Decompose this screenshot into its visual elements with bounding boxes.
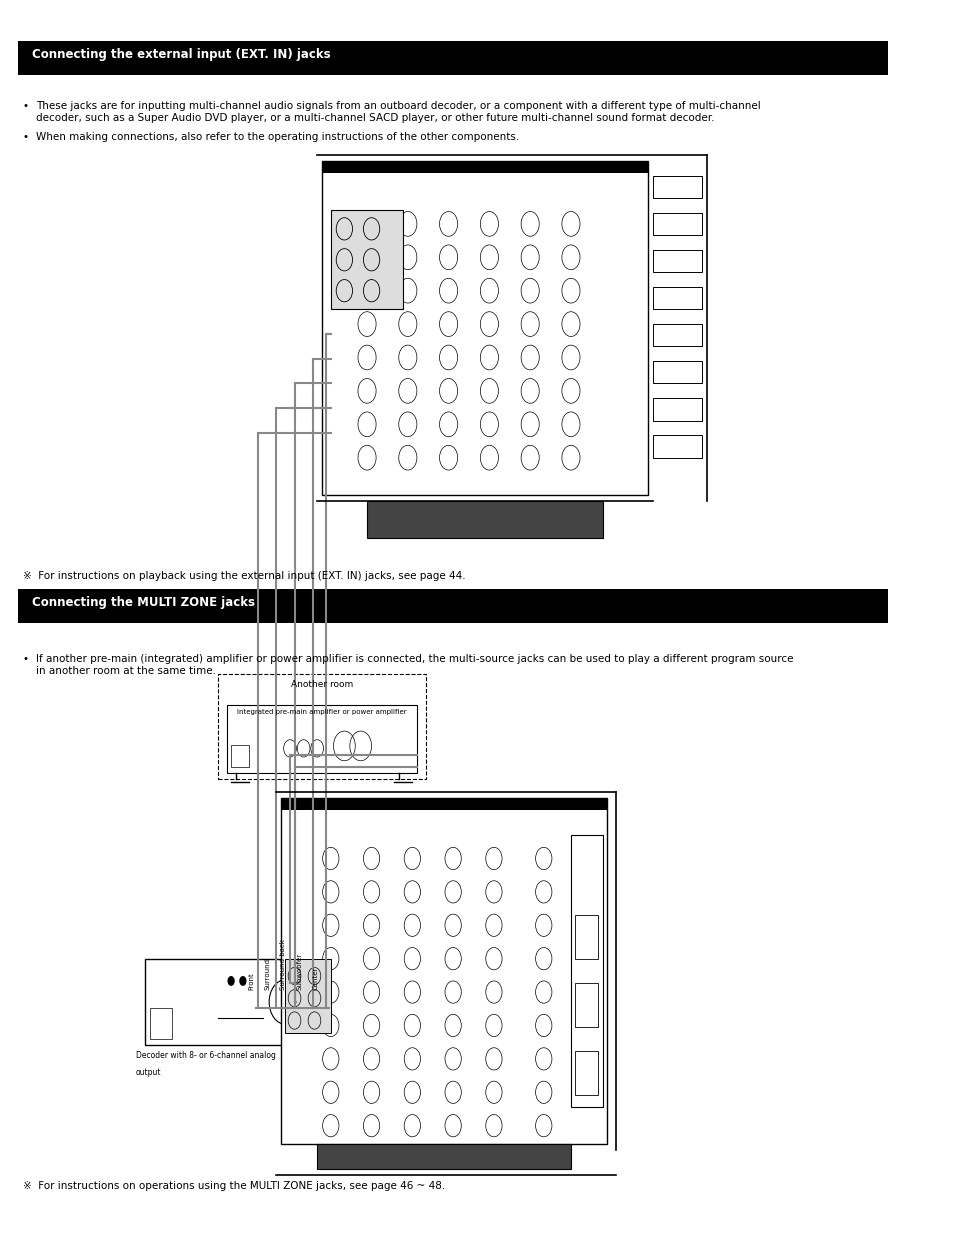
Text: •: • xyxy=(23,132,29,142)
Bar xyxy=(331,210,403,309)
Text: Surround back: Surround back xyxy=(279,939,286,990)
Bar xyxy=(217,674,425,779)
Text: Decoder with 8- or 6-channel analog: Decoder with 8- or 6-channel analog xyxy=(135,1051,275,1060)
Text: Integrated pre-main amplifier or power amplifier: Integrated pre-main amplifier or power a… xyxy=(236,709,406,715)
Bar xyxy=(652,435,701,458)
Bar xyxy=(321,161,647,495)
Bar xyxy=(652,213,701,235)
Bar xyxy=(316,1144,570,1169)
Bar xyxy=(367,501,602,538)
Bar xyxy=(652,250,701,272)
Bar xyxy=(280,798,606,1144)
Bar xyxy=(652,361,701,383)
Bar xyxy=(321,161,647,173)
Bar xyxy=(145,959,308,1045)
Bar xyxy=(18,41,887,75)
Text: Connecting the MULTI ZONE jacks: Connecting the MULTI ZONE jacks xyxy=(31,596,254,609)
Bar xyxy=(652,287,701,309)
Bar xyxy=(280,798,606,810)
Text: Connecting the external input (EXT. IN) jacks: Connecting the external input (EXT. IN) … xyxy=(31,48,330,61)
Text: output: output xyxy=(135,1068,161,1076)
Text: When making connections, also refer to the operating instructions of the other c: When making connections, also refer to t… xyxy=(36,132,519,142)
Text: •: • xyxy=(23,654,29,664)
Circle shape xyxy=(227,976,234,986)
Bar xyxy=(652,176,701,198)
Bar xyxy=(575,1051,598,1095)
Text: ※  For instructions on playback using the external input (EXT. IN) jacks, see pa: ※ For instructions on playback using the… xyxy=(23,571,465,581)
Text: If another pre-main (integrated) amplifier or power amplifier is connected, the : If another pre-main (integrated) amplifi… xyxy=(36,654,793,675)
Bar xyxy=(231,745,249,767)
Bar xyxy=(18,589,887,623)
Bar xyxy=(285,959,331,1033)
Text: These jacks are for inputting multi-channel audio signals from an outboard decod: These jacks are for inputting multi-chan… xyxy=(36,101,760,122)
Text: ※  For instructions on operations using the MULTI ZONE jacks, see page 46 ~ 48.: ※ For instructions on operations using t… xyxy=(23,1181,444,1191)
Bar xyxy=(575,915,598,959)
Text: Center: Center xyxy=(312,966,318,990)
Text: Surround: Surround xyxy=(264,957,270,990)
Text: •: • xyxy=(23,101,29,111)
Bar xyxy=(570,835,602,1107)
Text: Another room: Another room xyxy=(291,680,353,689)
Bar xyxy=(226,705,416,773)
Text: Subwoofer: Subwoofer xyxy=(295,952,302,990)
Bar xyxy=(575,983,598,1027)
Bar xyxy=(150,1008,172,1039)
Bar xyxy=(652,324,701,346)
Bar xyxy=(652,398,701,421)
Circle shape xyxy=(239,976,246,986)
Text: Front: Front xyxy=(248,972,253,990)
